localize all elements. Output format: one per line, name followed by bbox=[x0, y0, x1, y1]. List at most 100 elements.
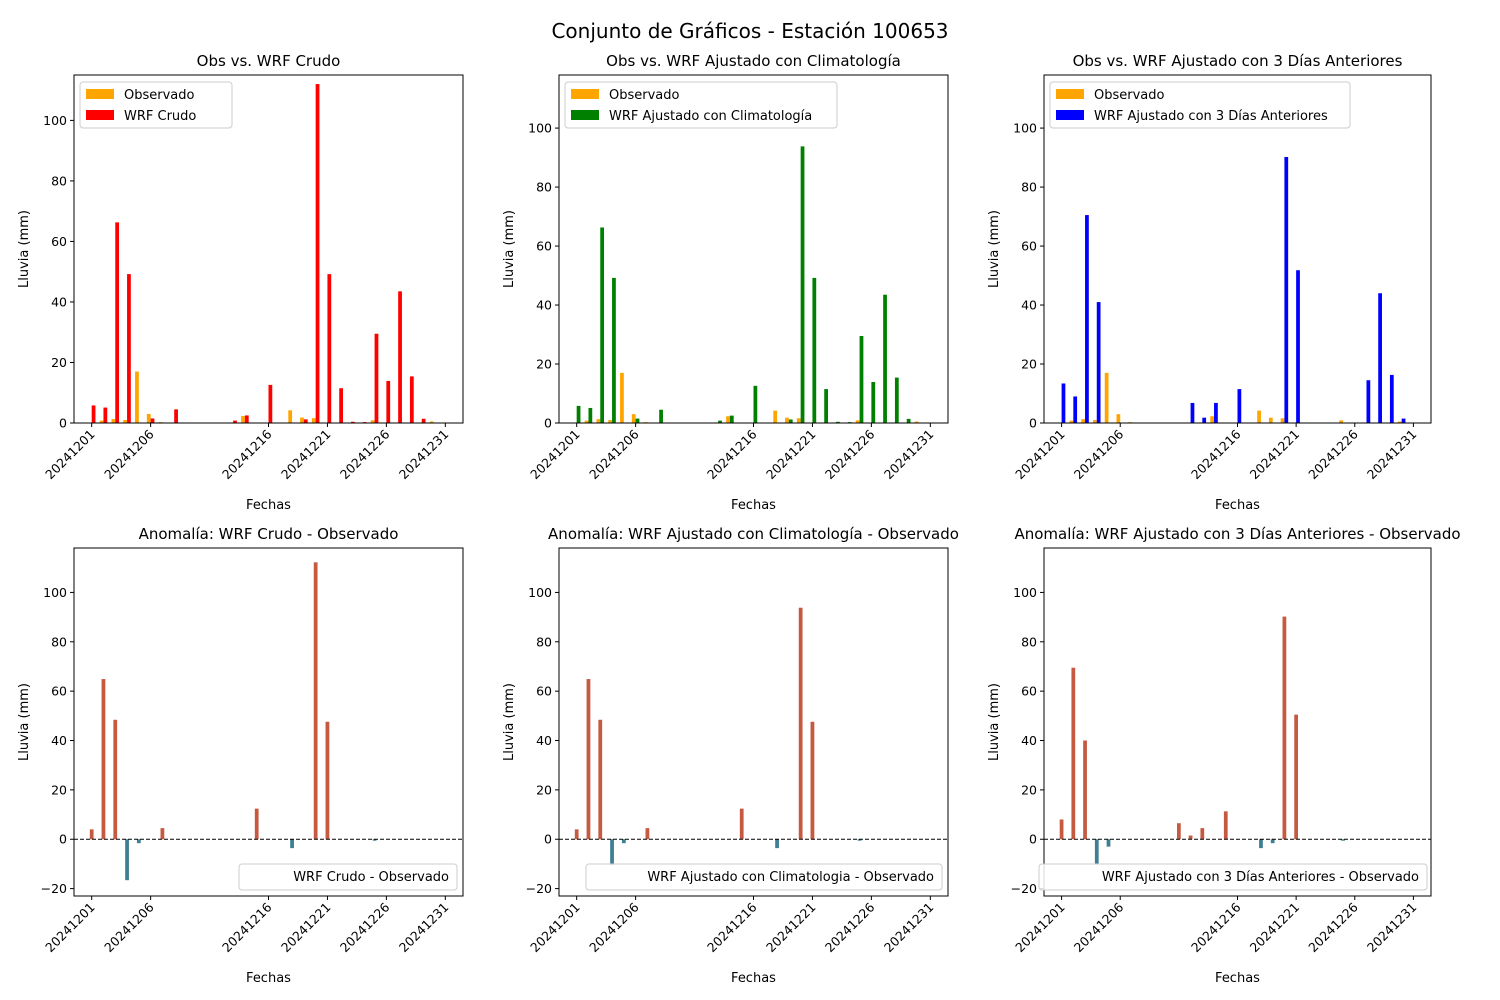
bar bbox=[894, 377, 899, 423]
bar bbox=[726, 416, 730, 423]
y-axis-label: Lluvia (mm) bbox=[987, 210, 1002, 288]
legend-swatch bbox=[571, 110, 599, 120]
legend-swatch bbox=[86, 110, 114, 120]
x-tick-label: 20241216 bbox=[1188, 899, 1244, 955]
x-tick-label: 20241206 bbox=[101, 899, 157, 955]
x-axis-label: Fechas bbox=[246, 498, 291, 513]
bar bbox=[268, 384, 273, 423]
axes-frame bbox=[1043, 547, 1432, 897]
bar bbox=[111, 419, 116, 423]
y-tick-label: 40 bbox=[536, 298, 552, 313]
bar bbox=[1073, 396, 1078, 423]
y-tick-label: 20 bbox=[51, 782, 67, 797]
chart-p6: Anomalía: WRF Ajustado con 3 Días Anteri… bbox=[987, 525, 1461, 986]
x-tick-label: 20241221 bbox=[278, 427, 334, 483]
x-tick-label: 20241221 bbox=[278, 900, 334, 956]
x-tick-label: 20241221 bbox=[1247, 900, 1303, 956]
bar bbox=[718, 420, 722, 423]
x-tick-label: 20241221 bbox=[763, 427, 819, 483]
legend-box bbox=[79, 81, 233, 129]
x-tick-label: 20241206 bbox=[1071, 899, 1127, 955]
legend: Observado WRF Ajustado con Climatología bbox=[564, 81, 838, 129]
legend: WRF Ajustado con 3 Días Anteriores - Obs… bbox=[1038, 863, 1428, 891]
x-axis-label: Fechas bbox=[246, 971, 291, 986]
legend-entry: WRF Crudo bbox=[124, 109, 196, 124]
bar bbox=[1202, 417, 1207, 423]
bar bbox=[135, 371, 139, 423]
bar bbox=[327, 274, 332, 423]
chart-p5: Anomalía: WRF Ajustado con Climatología … bbox=[502, 525, 959, 986]
bar bbox=[233, 420, 237, 423]
x-axis-label: Fechas bbox=[1215, 971, 1260, 986]
x-tick-label: 20241216 bbox=[219, 899, 275, 955]
y-tick-label: 80 bbox=[536, 634, 552, 649]
x-tick-label: 20241201 bbox=[527, 900, 583, 956]
bar bbox=[635, 418, 640, 423]
bar bbox=[1071, 667, 1076, 840]
bar bbox=[254, 808, 259, 840]
bar bbox=[800, 146, 805, 423]
bar bbox=[1339, 420, 1344, 423]
bar bbox=[313, 562, 318, 840]
bar bbox=[125, 839, 129, 881]
bar bbox=[610, 839, 614, 866]
bar bbox=[576, 405, 581, 423]
bar bbox=[574, 829, 579, 840]
bar bbox=[311, 418, 316, 423]
y-tick-label: 100 bbox=[43, 585, 67, 600]
bar bbox=[1083, 740, 1087, 840]
bar bbox=[1284, 156, 1289, 424]
bar bbox=[1223, 811, 1228, 840]
legend-box bbox=[1049, 81, 1351, 129]
y-tick-label: 40 bbox=[51, 294, 67, 309]
bar bbox=[1176, 823, 1181, 840]
x-axis-label: Fechas bbox=[731, 498, 776, 513]
y-axis-label: Lluvia (mm) bbox=[502, 683, 517, 761]
bar bbox=[631, 414, 636, 423]
bar bbox=[588, 407, 593, 423]
x-tick-label: 20241231 bbox=[396, 427, 452, 483]
y-tick-label: 60 bbox=[51, 234, 67, 249]
bar bbox=[796, 418, 801, 423]
legend-box bbox=[585, 863, 943, 891]
bar bbox=[775, 839, 779, 849]
bar bbox=[1259, 839, 1263, 849]
bar bbox=[645, 828, 650, 840]
bar bbox=[1093, 420, 1097, 423]
bar bbox=[871, 382, 876, 423]
bar bbox=[1096, 302, 1101, 423]
y-tick-label: 40 bbox=[536, 733, 552, 748]
bar bbox=[773, 410, 778, 423]
y-tick-label: 80 bbox=[51, 173, 67, 188]
bar bbox=[785, 417, 789, 423]
y-tick-label: −20 bbox=[41, 881, 67, 896]
bar bbox=[303, 419, 308, 423]
bar bbox=[739, 808, 744, 840]
y-tick-label: 80 bbox=[51, 634, 67, 649]
legend-swatch bbox=[571, 89, 599, 99]
bar bbox=[300, 417, 304, 423]
y-tick-label: 0 bbox=[1029, 416, 1037, 431]
y-tick-label: 40 bbox=[51, 733, 67, 748]
bar bbox=[824, 389, 828, 423]
bar bbox=[1237, 389, 1242, 423]
bar bbox=[136, 839, 141, 844]
bar bbox=[798, 607, 803, 840]
bar bbox=[596, 419, 601, 423]
y-tick-label: 60 bbox=[51, 684, 67, 699]
bar bbox=[812, 277, 817, 423]
legend-entry: WRF Ajustado con 3 Días Anteriores - Obs… bbox=[1102, 870, 1419, 885]
bar bbox=[1389, 374, 1394, 423]
bar bbox=[1188, 835, 1193, 840]
legend-swatch bbox=[86, 89, 114, 99]
legend-box bbox=[238, 863, 458, 891]
bar bbox=[883, 294, 887, 423]
bar bbox=[290, 839, 294, 849]
y-tick-label: 100 bbox=[1013, 121, 1037, 136]
y-axis-label: Lluvia (mm) bbox=[502, 210, 517, 288]
bar bbox=[1081, 419, 1086, 423]
x-axis-label: Fechas bbox=[731, 971, 776, 986]
y-tick-label: 0 bbox=[544, 832, 552, 847]
